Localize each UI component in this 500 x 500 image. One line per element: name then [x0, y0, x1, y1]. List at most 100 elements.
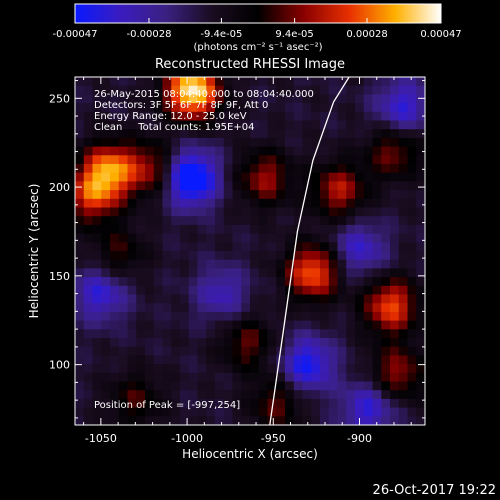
heatmap-cell: [311, 120, 321, 130]
heatmap-cell: [145, 416, 155, 425]
heatmap-cell: [407, 329, 417, 339]
heatmap-cell: [215, 224, 225, 234]
heatmap-cell: [127, 416, 137, 425]
heatmap-cell: [232, 311, 242, 321]
heatmap-cell: [92, 146, 102, 156]
heatmap-cell: [416, 233, 425, 243]
heatmap-cell: [101, 372, 111, 382]
heatmap-cell: [171, 164, 181, 174]
heatmap-cell: [215, 137, 225, 147]
heatmap-cell: [258, 172, 268, 182]
heatmap-cell: [276, 94, 286, 104]
heatmap-cell: [320, 111, 330, 121]
heatmap-cell: [118, 190, 128, 200]
heatmap-cell: [267, 103, 277, 113]
heatmap-cell: [206, 294, 216, 304]
heatmap-cell: [162, 268, 172, 278]
heatmap-cell: [241, 329, 251, 339]
heatmap-cell: [206, 311, 216, 321]
heatmap-cell: [241, 77, 251, 87]
heatmap-cell: [171, 111, 181, 121]
heatmap-cell: [250, 259, 260, 269]
heatmap-cell: [363, 111, 373, 121]
heatmap-cell: [407, 233, 417, 243]
heatmap-cell: [127, 338, 137, 348]
heatmap-cell: [276, 190, 286, 200]
x-tick-label: -900: [347, 432, 372, 445]
heatmap-cell: [337, 259, 347, 269]
heatmap-cell: [320, 172, 330, 182]
heatmap-cell: [328, 416, 338, 425]
heatmap-cell: [276, 77, 286, 87]
heatmap-cell: [390, 329, 400, 339]
heatmap-cell: [381, 198, 391, 208]
heatmap-cell: [258, 372, 268, 382]
heatmap-cell: [250, 137, 260, 147]
heatmap-cell: [110, 233, 120, 243]
heatmap-cell: [276, 155, 286, 165]
heatmap-cell: [83, 294, 93, 304]
heatmap-cell: [250, 268, 260, 278]
heatmap-cell: [215, 259, 225, 269]
heatmap-cell: [223, 242, 233, 252]
heatmap-cell: [346, 285, 356, 295]
heatmap-cell: [407, 390, 417, 400]
heatmap-cell: [197, 346, 207, 356]
heatmap-cell: [162, 364, 172, 374]
heatmap-cell: [180, 346, 190, 356]
heatmap-cell: [171, 190, 181, 200]
heatmap-cell: [206, 137, 216, 147]
heatmap-cell: [346, 294, 356, 304]
heatmap-cell: [302, 268, 312, 278]
heatmap-cell: [171, 242, 181, 252]
heatmap-cell: [83, 259, 93, 269]
heatmap-cell: [398, 190, 408, 200]
heatmap-cell: [171, 94, 181, 104]
heatmap-cell: [206, 224, 216, 234]
heatmap-cell: [215, 407, 225, 417]
heatmap-cell: [92, 155, 102, 165]
heatmap-cell: [285, 346, 295, 356]
heatmap-cell: [232, 242, 242, 252]
heatmap-cell: [241, 285, 251, 295]
heatmap-cell: [398, 338, 408, 348]
heatmap-cell: [153, 94, 163, 104]
heatmap-cell: [416, 372, 425, 382]
heatmap-cell: [311, 416, 321, 425]
heatmap-cell: [328, 294, 338, 304]
heatmap-cell: [363, 320, 373, 330]
heatmap-cell: [83, 198, 93, 208]
heatmap-cell: [320, 146, 330, 156]
heatmap-cell: [197, 103, 207, 113]
heatmap-cell: [381, 320, 391, 330]
heatmap-cell: [407, 251, 417, 261]
heatmap-cell: [75, 294, 85, 304]
heatmap-cell: [136, 390, 146, 400]
heatmap-cell: [223, 190, 233, 200]
heatmap-cell: [127, 129, 137, 139]
heatmap-cell: [276, 355, 286, 365]
heatmap-cell: [101, 120, 111, 130]
heatmap-cell: [145, 329, 155, 339]
heatmap-cell: [320, 259, 330, 269]
heatmap-cell: [381, 398, 391, 408]
heatmap-cell: [311, 224, 321, 234]
heatmap-cell: [197, 372, 207, 382]
heatmap-cell: [153, 381, 163, 391]
heatmap-cell: [206, 85, 216, 95]
heatmap-cell: [346, 224, 356, 234]
heatmap-cell: [136, 303, 146, 313]
heatmap-cell: [118, 285, 128, 295]
heatmap-cell: [355, 364, 365, 374]
heatmap-cell: [232, 198, 242, 208]
heatmap-cell: [162, 233, 172, 243]
heatmap-cell: [302, 364, 312, 374]
heatmap-cell: [171, 338, 181, 348]
heatmap-cell: [101, 216, 111, 226]
heatmap-cell: [337, 329, 347, 339]
heatmap-cell: [92, 233, 102, 243]
heatmap-cell: [232, 355, 242, 365]
heatmap-cell: [153, 294, 163, 304]
heatmap-cell: [215, 251, 225, 261]
heatmap-cell: [416, 120, 425, 130]
